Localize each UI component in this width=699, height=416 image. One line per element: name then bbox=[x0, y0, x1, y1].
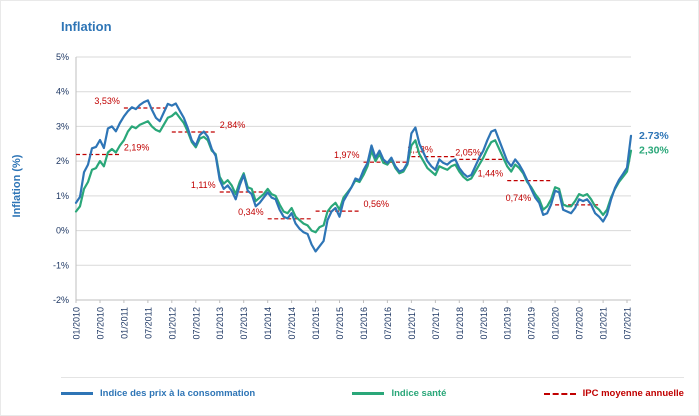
annual-average-label: 2,13% bbox=[407, 145, 433, 155]
annual-average-label: 1,44% bbox=[478, 169, 504, 179]
x-tick-label: 01/2018 bbox=[455, 307, 465, 340]
cpi-line bbox=[74, 99, 633, 253]
cpi-line-swatch bbox=[61, 392, 93, 395]
x-tick-label: 01/2015 bbox=[311, 307, 321, 340]
y-tick-label: 4% bbox=[56, 87, 69, 97]
x-tick-label: 07/2014 bbox=[287, 307, 297, 340]
legend-item-average: IPC moyenne annuelle bbox=[543, 388, 684, 399]
x-tick-label: 01/2021 bbox=[599, 307, 609, 340]
x-tick-label: 01/2011 bbox=[119, 307, 129, 339]
x-tick-label: 01/2013 bbox=[215, 307, 225, 340]
y-tick-label: 3% bbox=[56, 121, 69, 131]
inflation-chart: 5% 4% 3% 2% 1% 0% -1% -2%01/2010 07/2010 01/2011 0… bbox=[53, 52, 669, 340]
annual-average-label: 3,53% bbox=[94, 96, 120, 106]
page-title: Inflation bbox=[61, 19, 112, 34]
y-tick-label: 0% bbox=[56, 226, 69, 236]
annual-average-label: 1,97% bbox=[334, 150, 360, 160]
x-tick-label: 07/2015 bbox=[335, 307, 345, 340]
annual-average-label: 0,34% bbox=[238, 207, 264, 217]
annual-average-label: 0,74% bbox=[506, 193, 532, 203]
annual-average-label: 2,05% bbox=[455, 147, 481, 157]
x-tick-label: 07/2012 bbox=[191, 307, 201, 340]
legend-label-cpi: Indice des prix à la consommation bbox=[100, 388, 256, 399]
health-line-swatch bbox=[352, 392, 385, 395]
legend-label-health: Indice santé bbox=[391, 388, 447, 399]
end-label-cpi: 2.73% bbox=[639, 130, 669, 142]
legend-item-cpi: Indice des prix à la consommation bbox=[61, 388, 255, 399]
x-tick-label: 07/2013 bbox=[239, 307, 249, 340]
average-line-swatch bbox=[543, 392, 576, 395]
annual-average-label: 0,56% bbox=[364, 199, 390, 209]
x-tick-label: 07/2016 bbox=[383, 307, 393, 340]
x-tick-label: 01/2016 bbox=[359, 307, 369, 340]
x-tick-label: 01/2010 bbox=[72, 307, 82, 340]
x-tick-label: 07/2020 bbox=[575, 307, 585, 340]
x-tick-label: 01/2017 bbox=[407, 307, 417, 340]
y-tick-label: -2% bbox=[53, 295, 69, 305]
x-tick-label: 07/2021 bbox=[623, 307, 633, 340]
annual-average-label: 2,19% bbox=[124, 143, 150, 153]
end-label-health: 2,30% bbox=[639, 145, 669, 157]
x-tick-label: 07/2017 bbox=[431, 307, 441, 340]
y-tick-label: -1% bbox=[53, 260, 69, 270]
x-tick-label: 01/2019 bbox=[503, 307, 513, 340]
x-tick-label: 01/2012 bbox=[167, 307, 177, 340]
y-tick-label: 5% bbox=[56, 52, 69, 62]
legend-label-average: IPC moyenne annuelle bbox=[582, 388, 684, 399]
x-tick-label: 01/2014 bbox=[263, 307, 273, 340]
y-tick-label: 1% bbox=[56, 191, 69, 201]
x-tick-label: 07/2011 bbox=[143, 307, 153, 339]
legend: Indice des prix à la consommation Indice… bbox=[61, 377, 684, 399]
x-tick-label: 01/2020 bbox=[551, 307, 561, 340]
x-tick-label: 07/2018 bbox=[479, 307, 489, 340]
annual-average-label: 2,84% bbox=[220, 120, 246, 130]
y-tick-label: 2% bbox=[56, 156, 69, 166]
legend-item-health: Indice santé bbox=[352, 388, 446, 399]
x-tick-label: 07/2019 bbox=[527, 307, 537, 340]
annual-average-label: 1,11% bbox=[191, 180, 216, 190]
health-line bbox=[74, 111, 633, 234]
x-tick-label: 07/2010 bbox=[96, 307, 106, 340]
